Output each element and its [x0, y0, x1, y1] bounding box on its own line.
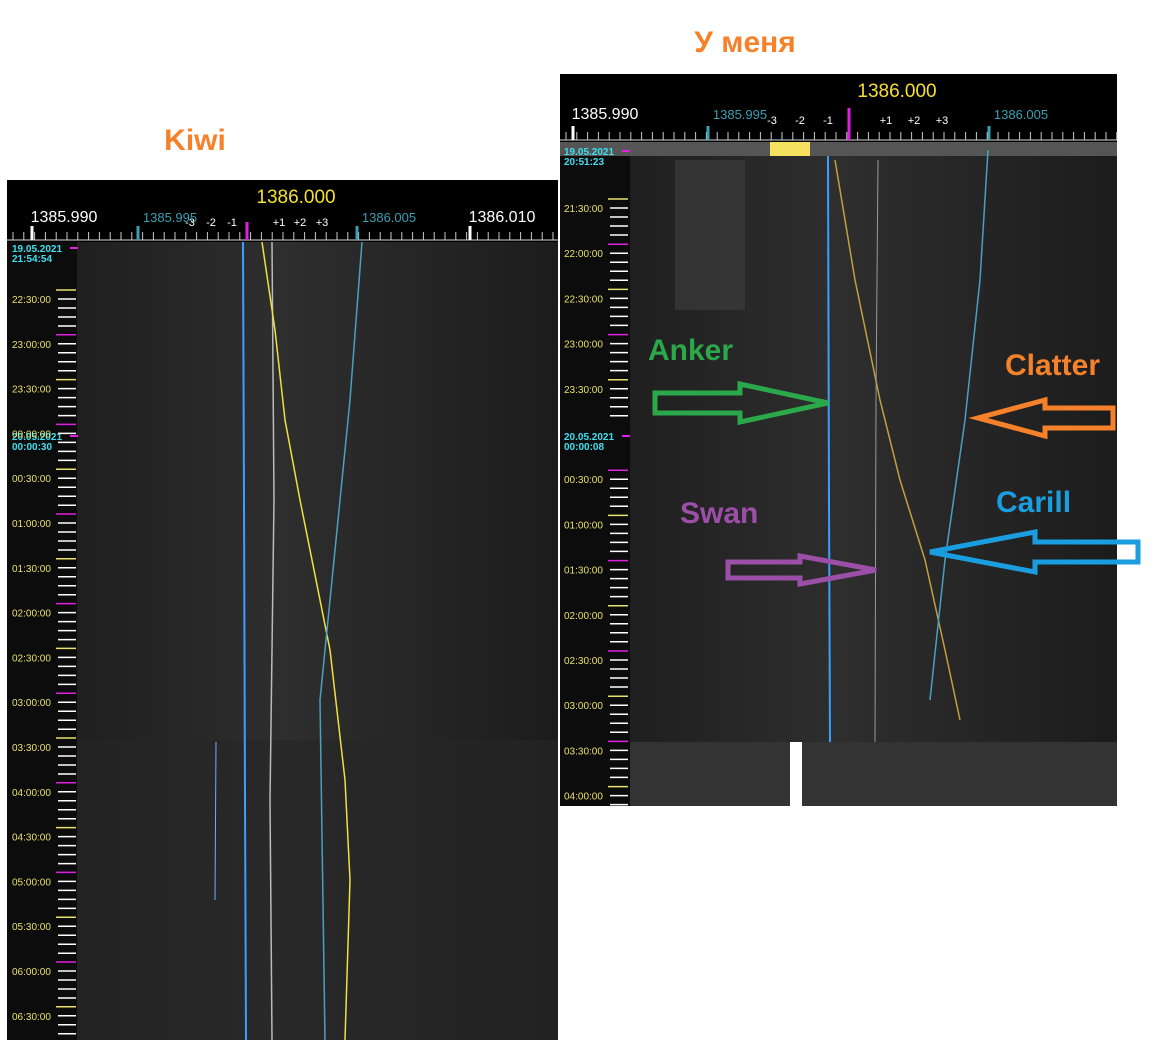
frequency-label: 1386.010 — [469, 209, 536, 226]
time-label: 03:30:00 — [12, 743, 51, 754]
frequency-label: 1385.995 — [143, 210, 197, 225]
time-label: 21:30:00 — [564, 204, 603, 215]
frequency-label: 1386.005 — [994, 107, 1048, 122]
frequency-label: 1386.005 — [362, 210, 416, 225]
offset-label: -2 — [795, 115, 805, 127]
center-frequency: 1386.000 — [857, 81, 936, 102]
time-label: 03:00:00 — [12, 698, 51, 709]
left-waterfall — [7, 180, 558, 1041]
time-label: 02:00:00 — [12, 609, 51, 620]
time-label: 06:30:00 — [12, 1012, 51, 1023]
date-time-label: 00:00:30 — [12, 442, 52, 453]
date-time-label: 21:54:54 — [12, 254, 52, 265]
annotation: Anker — [648, 334, 733, 367]
annotation: Clatter — [1005, 349, 1100, 382]
time-label: 23:00:00 — [564, 340, 603, 351]
offset-label: +1 — [273, 217, 286, 229]
time-label: 00:30:00 — [564, 475, 603, 486]
date-time-label: 20:51:23 — [564, 157, 604, 168]
time-label: 22:30:00 — [564, 294, 603, 305]
offset-label: -1 — [227, 217, 237, 229]
time-label: 01:00:00 — [12, 519, 51, 530]
offset-label: -1 — [823, 115, 833, 127]
panel-title: У меня — [694, 26, 796, 59]
time-label: 03:00:00 — [564, 701, 603, 712]
time-label: 22:30:00 — [12, 295, 51, 306]
date-label: 20.05.2021 — [564, 432, 614, 443]
time-label: 02:00:00 — [564, 611, 603, 622]
time-label: 23:30:00 — [564, 385, 603, 396]
center-frequency: 1386.000 — [256, 187, 335, 208]
time-label: 05:00:00 — [12, 877, 51, 888]
time-label: 00:30:00 — [12, 474, 51, 485]
time-label: 01:30:00 — [564, 566, 603, 577]
time-label: 01:30:00 — [12, 564, 51, 575]
time-label: 02:30:00 — [12, 653, 51, 664]
offset-label: +1 — [880, 115, 893, 127]
annotation: Swan — [680, 497, 758, 530]
offset-label: -2 — [206, 217, 216, 229]
time-label: 06:00:00 — [12, 967, 51, 978]
date-label: 19.05.2021 — [564, 147, 614, 158]
time-label: 02:30:00 — [564, 656, 603, 667]
time-label: 23:30:00 — [12, 385, 51, 396]
frequency-label: 1385.990 — [31, 209, 98, 226]
offset-label: +3 — [316, 217, 329, 229]
time-label: 22:00:00 — [564, 249, 603, 260]
frequency-label: 1385.990 — [572, 106, 639, 123]
right-waterfall — [560, 74, 1117, 806]
date-label: 19.05.2021 — [12, 244, 62, 255]
time-label: 03:30:00 — [564, 746, 603, 757]
time-label: 04:00:00 — [564, 792, 603, 803]
time-label: 01:00:00 — [564, 520, 603, 531]
frequency-label: 1385.995 — [713, 107, 767, 122]
offset-label: +3 — [936, 115, 949, 127]
time-label: 00:00:00 — [12, 429, 51, 440]
time-label: 23:00:00 — [12, 340, 51, 351]
offset-label: -3 — [185, 217, 195, 229]
offset-label: +2 — [908, 115, 921, 127]
time-label: 04:00:00 — [12, 788, 51, 799]
time-label: 04:30:00 — [12, 833, 51, 844]
panel-title: Kiwi — [164, 124, 226, 157]
date-time-label: 00:00:08 — [564, 442, 604, 453]
offset-label: -3 — [767, 115, 777, 127]
offset-label: +2 — [294, 217, 307, 229]
time-label: 05:30:00 — [12, 922, 51, 933]
date-label: 20.05.2021 — [12, 432, 62, 443]
annotation: Carill — [996, 486, 1071, 519]
